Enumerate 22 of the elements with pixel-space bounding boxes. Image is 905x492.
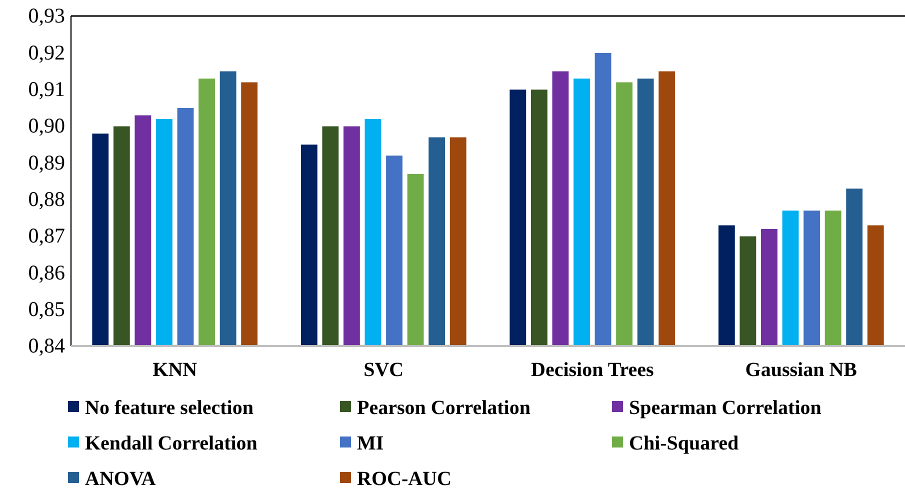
x-tick-label: KNN [152, 359, 198, 382]
y-tick-label: 0,86 [28, 260, 65, 284]
y-tick-label: 0,92 [28, 40, 65, 64]
y-tick-label: 0,87 [28, 224, 65, 248]
y-tick-label: 0,88 [28, 187, 65, 212]
legend-label: Kendall Correlation [85, 432, 258, 454]
legend-label: ANOVA [85, 468, 156, 490]
legend-label: Spearman Correlation [629, 397, 822, 419]
y-tick-label: 0,90 [28, 114, 65, 138]
y-tick-label: 0,91 [28, 77, 65, 102]
x-tick-label: Decision Trees [531, 359, 654, 382]
y-tick-label: 0,89 [28, 150, 65, 174]
legend-label: ROC-AUC [357, 468, 452, 490]
y-tick-label: 0,84 [28, 334, 66, 358]
y-tick-label: 0,85 [28, 297, 65, 322]
legend-label: Chi-Squared [629, 432, 739, 454]
x-tick-label: SVC [364, 359, 404, 382]
legend-label: Pearson Correlation [357, 397, 530, 419]
legend-label: MI [357, 432, 384, 454]
y-tick-label: 0,93 [28, 4, 65, 28]
x-tick-label: Gaussian NB [745, 359, 857, 382]
legend-label: No feature selection [85, 397, 254, 419]
